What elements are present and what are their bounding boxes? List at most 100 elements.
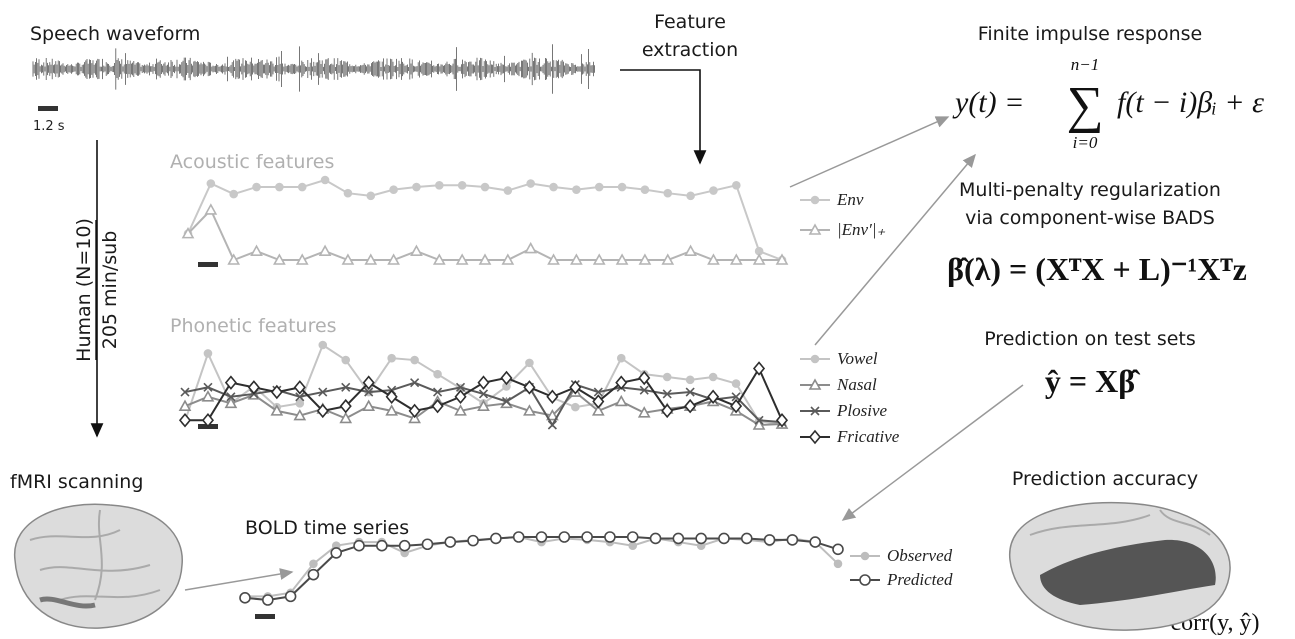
legend-marker	[860, 575, 870, 585]
point	[537, 532, 547, 542]
arrow	[815, 155, 975, 345]
point	[413, 184, 420, 191]
point	[686, 246, 696, 255]
point	[308, 570, 318, 580]
feature-label: extraction	[642, 39, 738, 61]
accuracy-title: Prediction accuracy	[1012, 468, 1198, 490]
legend-label: Fricative	[836, 427, 900, 446]
human-min: 205 min/sub	[99, 231, 121, 350]
pred-title: Prediction on test sets	[984, 328, 1196, 350]
scale-bar	[38, 106, 58, 111]
point	[810, 537, 820, 547]
point	[319, 342, 326, 349]
point	[664, 190, 671, 197]
point	[390, 186, 397, 193]
point	[388, 355, 395, 362]
point	[687, 376, 694, 383]
reg-title: via component-wise BADS	[965, 207, 1215, 229]
point	[719, 533, 729, 543]
point	[422, 539, 432, 549]
scale-bar	[198, 262, 218, 267]
legend-label: Nasal	[836, 375, 877, 394]
point	[322, 177, 329, 184]
point	[548, 421, 556, 429]
point	[596, 184, 603, 191]
point	[742, 533, 752, 543]
point	[459, 182, 466, 189]
point	[377, 541, 387, 551]
point	[696, 533, 706, 543]
point	[482, 184, 489, 191]
point	[573, 186, 580, 193]
eq: y(t) =	[952, 86, 1024, 119]
eq: n−1	[1071, 55, 1099, 74]
point	[504, 187, 511, 194]
point	[296, 400, 303, 407]
point	[364, 401, 374, 410]
point	[320, 246, 330, 255]
fir-title: Finite impulse response	[978, 23, 1202, 45]
point	[629, 542, 636, 549]
point	[286, 591, 296, 601]
legend-marker	[812, 197, 819, 204]
brain-left	[15, 504, 183, 628]
point	[456, 391, 466, 403]
point	[342, 357, 349, 364]
arrow	[790, 117, 948, 187]
legend-label: Observed	[887, 546, 953, 565]
point	[710, 374, 717, 381]
feature-label: Feature	[654, 11, 726, 33]
point	[468, 536, 478, 546]
scale-bar	[255, 614, 275, 619]
point	[253, 184, 260, 191]
point	[230, 191, 237, 198]
point	[252, 246, 262, 255]
point	[787, 535, 797, 545]
point	[628, 532, 638, 542]
human-n: Human (N=10)	[73, 218, 95, 362]
point	[733, 182, 740, 189]
series-line	[188, 180, 782, 260]
point	[526, 359, 533, 366]
legend-label: Plosive	[836, 401, 887, 420]
point	[572, 404, 579, 411]
point	[445, 537, 455, 547]
point	[641, 186, 648, 193]
legend-label: Vowel	[837, 349, 878, 368]
point	[687, 192, 694, 199]
point	[514, 532, 524, 542]
point	[299, 184, 306, 191]
point	[204, 350, 211, 357]
point	[526, 244, 536, 253]
arrow	[620, 70, 700, 163]
point	[708, 391, 718, 403]
point	[550, 184, 557, 191]
point	[331, 548, 341, 558]
eq: ∑	[1066, 77, 1103, 134]
point	[559, 532, 569, 542]
eq: β̂(λ) = (XᵀX + L)⁻¹Xᵀz	[947, 251, 1247, 287]
point	[434, 371, 441, 378]
point	[436, 182, 443, 189]
waveform-trace	[33, 44, 595, 93]
chart-title: Phonetic features	[170, 315, 337, 337]
chart-title: Acoustic features	[170, 151, 334, 173]
reg-title: Multi-penalty regularization	[959, 179, 1221, 201]
scale-label: 1.2 s	[33, 119, 65, 134]
speech-title: Speech waveform	[30, 23, 200, 45]
point	[605, 532, 615, 542]
point	[203, 392, 213, 401]
legend-marker	[812, 356, 819, 363]
point	[616, 396, 626, 405]
waveform	[33, 44, 595, 93]
figure: Speech waveform 1.2 s Feature extraction…	[0, 0, 1295, 639]
legend-label: Env	[836, 190, 864, 209]
point	[411, 246, 421, 255]
point	[673, 533, 683, 543]
point	[833, 544, 843, 554]
point	[400, 541, 410, 551]
point	[710, 187, 717, 194]
point	[367, 192, 374, 199]
eq: ŷ = Xβ̂	[1045, 363, 1141, 399]
point	[207, 180, 214, 187]
